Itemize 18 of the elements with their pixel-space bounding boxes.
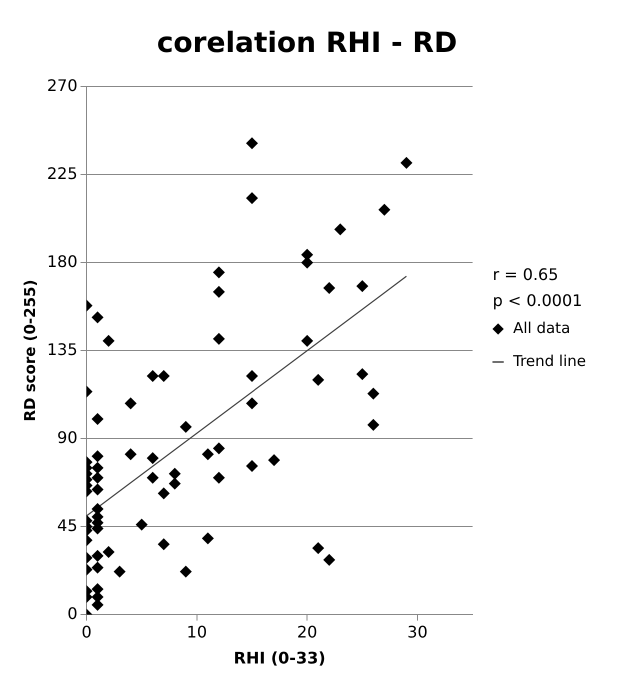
y-tick-label: 135 <box>46 340 78 359</box>
y-axis-title: RD score (0-255) <box>20 280 39 422</box>
x-tick-label: 30 <box>407 622 428 642</box>
legend-label: All data <box>513 318 570 337</box>
y-tick-label: 225 <box>46 164 78 183</box>
y-tick-label: 180 <box>46 252 78 271</box>
chart-title: corelation RHI - RD <box>156 26 458 60</box>
y-tick-label: 45 <box>57 516 78 535</box>
text: p < 0.0001 <box>492 290 582 310</box>
x-tick-label: 0 <box>81 622 92 642</box>
x-axis-title: RHI (0-33) <box>234 648 326 668</box>
x-tick-label: 20 <box>296 622 318 642</box>
y-tick-label: 0 <box>67 604 78 623</box>
text: r = 0.65 <box>492 264 558 284</box>
y-tick-label: 270 <box>46 76 78 95</box>
legend-label: Trend line <box>512 352 586 370</box>
y-tick-label: 90 <box>57 428 78 447</box>
x-tick-label: 10 <box>186 622 208 642</box>
